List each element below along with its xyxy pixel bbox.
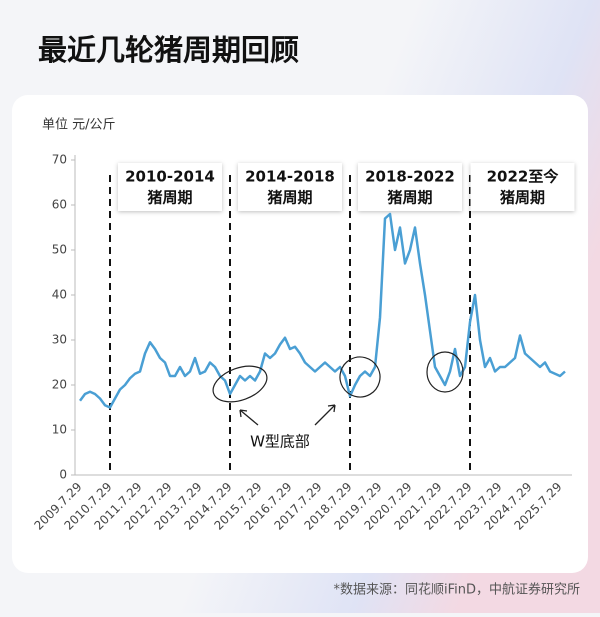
w-highlight [212,365,268,403]
price-line [78,212,566,409]
annotation-text: 2022至今 [487,168,559,186]
w-label: W型底部 [250,433,310,451]
annotation-text: 猪周期 [266,189,312,207]
y-tick-label: 70 [52,153,67,167]
annotation-box [238,163,342,211]
w-highlight [426,351,464,393]
y-label: 单位 元/公斤 [42,118,116,133]
y-tick-label: 40 [52,288,67,302]
annotation-text: 猪周期 [386,189,432,207]
y-tick-label: 50 [52,243,67,257]
card [12,95,588,573]
annotation-text: 2010-2014 [125,168,215,186]
arrow [314,404,336,426]
annotation-text: 猪周期 [146,189,192,207]
y-tick-label: 10 [52,423,67,437]
y-tick-label: 20 [52,378,67,392]
annotation-box [118,163,222,211]
w-highlight [339,356,381,398]
annotation-box [470,163,575,211]
y-tick-label: 60 [52,198,67,212]
annotation-text: 2018-2022 [365,168,455,186]
y-tick-label: 30 [52,333,67,347]
source: *数据来源：同花顺iFinD，中航证券研究所 [333,582,580,598]
annotation-text: 猪周期 [499,189,545,207]
annotation-box [358,163,462,211]
y-tick-label: 0 [59,468,67,482]
arrow [239,409,259,426]
title: 最近几轮猪周期回顾 [38,33,299,67]
annotation-text: 2014-2018 [245,168,335,186]
